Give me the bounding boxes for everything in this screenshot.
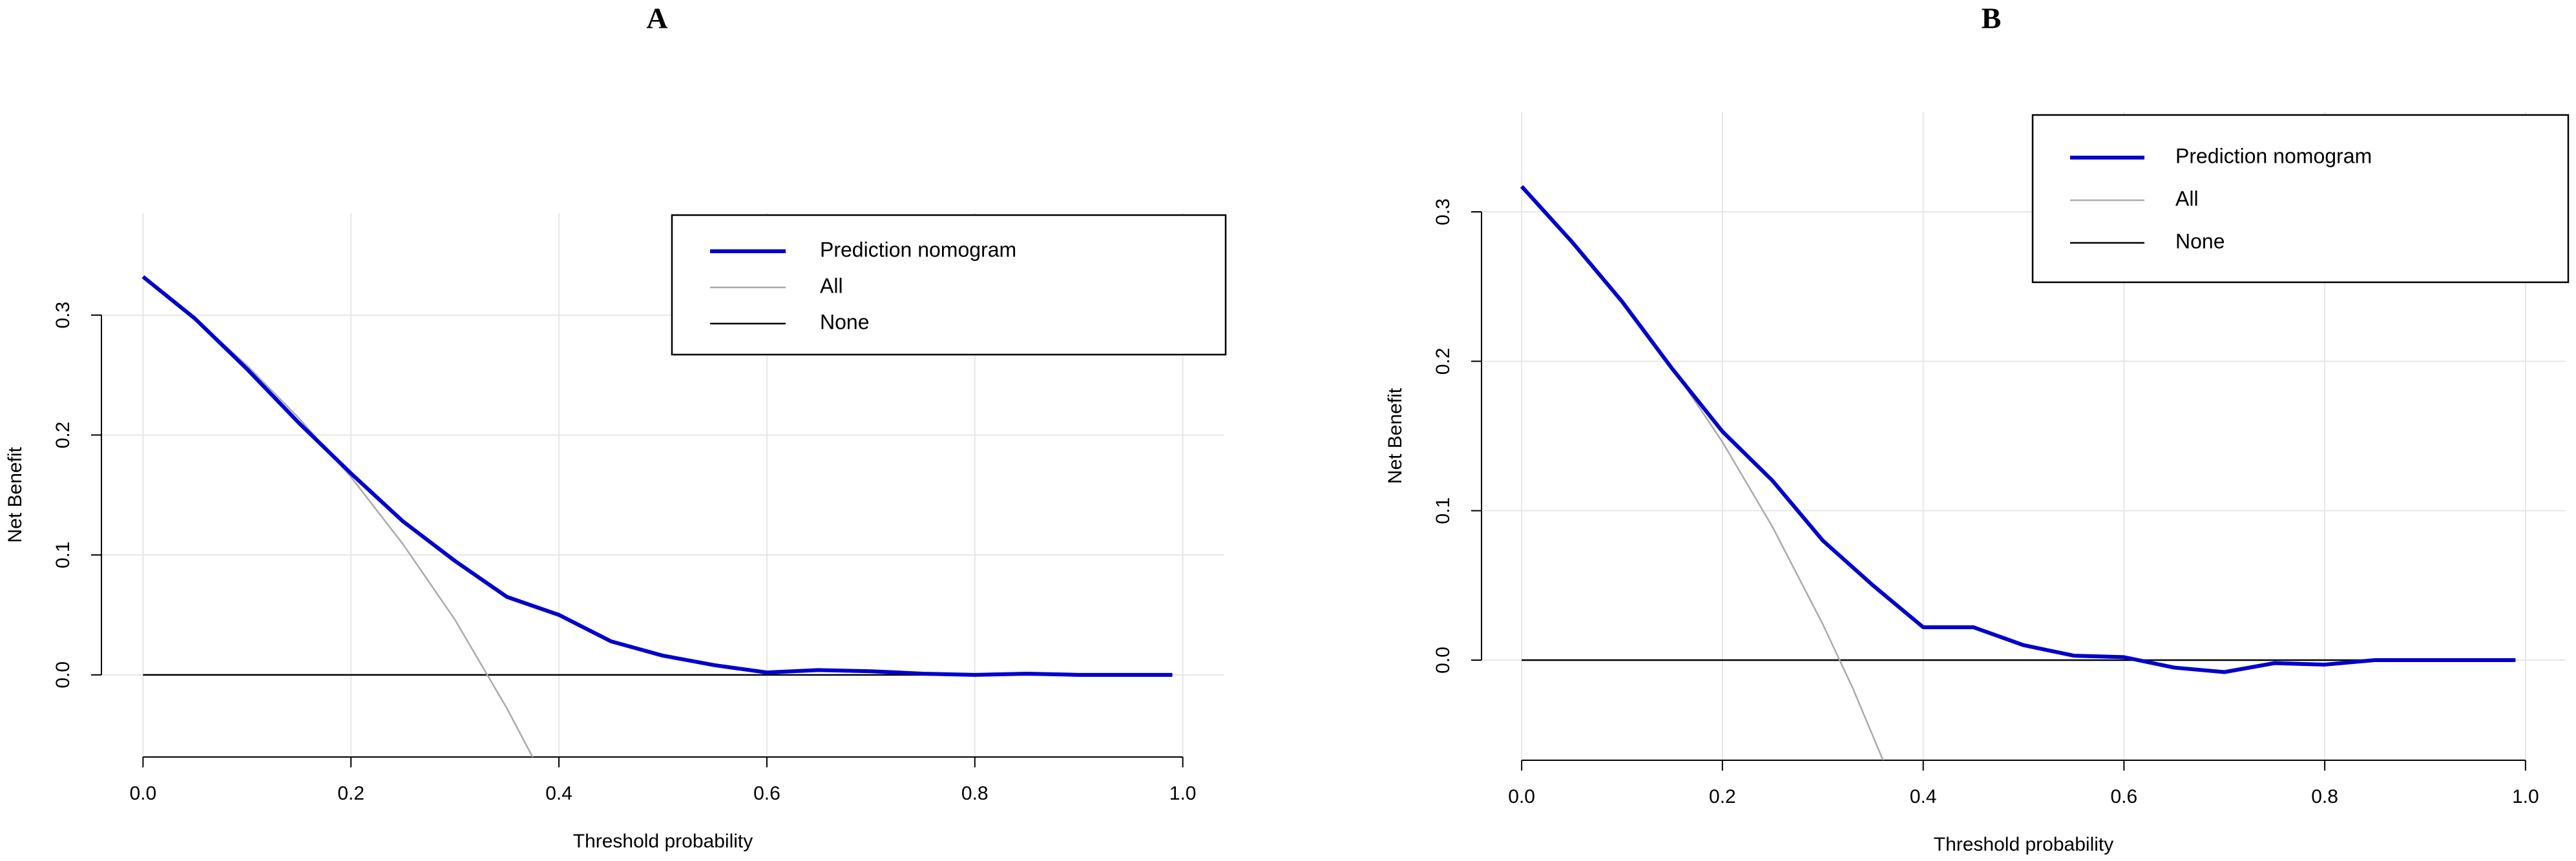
y-tick-label: 0.2 xyxy=(1432,348,1454,375)
x-tick-label: 0.0 xyxy=(130,783,157,804)
x-axis-label: Threshold probability xyxy=(573,831,753,852)
legend-label: Prediction nomogram xyxy=(2175,144,2372,167)
x-axis-label: Threshold probability xyxy=(1934,834,2113,855)
x-tick-label: 0.6 xyxy=(753,783,780,804)
y-tick-label: 0.1 xyxy=(1432,497,1454,524)
legend-label: None xyxy=(820,310,870,333)
legend-box xyxy=(2031,114,2570,284)
x-tick-label: 0.0 xyxy=(1508,786,1535,807)
y-axis-label: Net Benefit xyxy=(1385,388,1406,484)
y-axis-label: Net Benefit xyxy=(5,446,26,543)
y-tick-label: 0.0 xyxy=(1432,647,1454,674)
chart-panel: A 0.0 0.2 0.4 0.6 0.8 1.0 0.0 0.1 0.2 0.3 Threshold… xyxy=(5,2,1227,852)
x-tick-label: 1.0 xyxy=(2512,786,2539,807)
x-tick-label: 0.2 xyxy=(1709,786,1736,807)
legend-box xyxy=(671,214,1227,356)
series-line xyxy=(1520,185,2516,674)
series-line xyxy=(1521,185,1884,760)
legend-label: None xyxy=(2175,229,2225,253)
y-tick-label: 0.2 xyxy=(52,422,74,449)
x-tick-label: 1.0 xyxy=(1169,783,1197,804)
y-tick-label: 0.3 xyxy=(1432,198,1454,225)
x-tick-label: 0.4 xyxy=(1910,786,1937,807)
x-tick-label: 0.2 xyxy=(337,783,364,804)
y-tick-label: 0.1 xyxy=(52,541,74,568)
x-tick-label: 0.6 xyxy=(2111,786,2138,807)
legend-label: Prediction nomogram xyxy=(820,238,1016,261)
y-tick-label: 0.0 xyxy=(52,661,74,689)
x-tick-label: 0.4 xyxy=(545,783,572,804)
series-line xyxy=(142,276,534,757)
y-tick-label: 0.3 xyxy=(52,302,74,329)
chart-panel: B 0.0 0.2 0.4 0.6 0.8 1.0 0.0 0.1 0.2 0.3 Threshold… xyxy=(1385,2,2570,855)
x-tick-label: 0.8 xyxy=(961,783,989,804)
legend-label: All xyxy=(820,274,843,297)
legend-label: All xyxy=(2175,187,2199,210)
chart-title: A xyxy=(646,2,667,35)
x-tick-label: 0.8 xyxy=(2311,786,2338,807)
chart-title: B xyxy=(1982,2,2002,35)
series-line xyxy=(141,275,1173,677)
